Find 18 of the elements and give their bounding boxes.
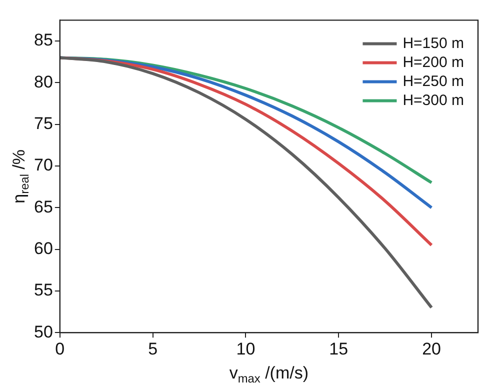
y-tick-label: 55: [34, 280, 53, 300]
y-tick-label: 70: [34, 156, 53, 175]
x-tick-label: 10: [236, 339, 256, 358]
legend-label: H=300 m: [402, 92, 464, 109]
x-tick-label: 20: [422, 339, 442, 358]
y-axis-title: ηreal /%: [10, 149, 32, 204]
x-tick-label: 15: [329, 339, 348, 358]
y-tick-label: 50: [34, 322, 53, 342]
y-tick-label: 65: [34, 197, 53, 216]
legend-label: H=150 m: [402, 34, 464, 52]
y-tick-label: 75: [34, 114, 53, 134]
x-tick-label: 5: [148, 339, 158, 358]
x-tick-label: 0: [55, 339, 65, 358]
y-tick-label: 80: [34, 72, 53, 92]
legend-label: H=250 m: [402, 72, 464, 90]
y-tick-label: 60: [34, 238, 53, 258]
y-tick-label: 85: [34, 30, 53, 50]
legend-label: H=200 m: [402, 54, 464, 71]
